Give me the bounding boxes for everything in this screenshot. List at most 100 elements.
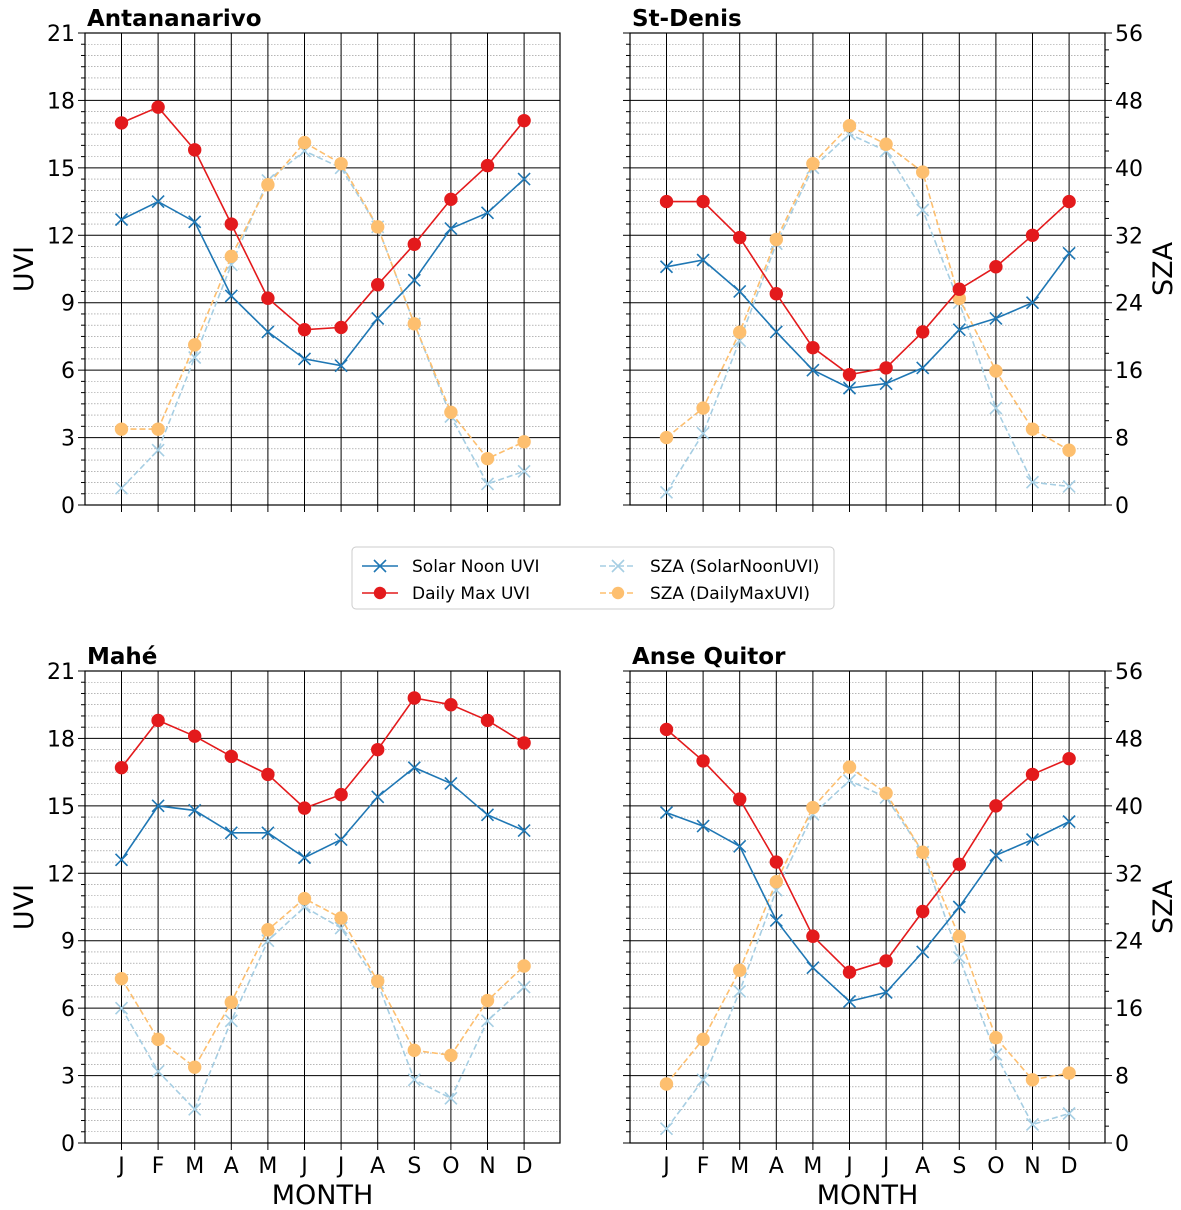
data-point: [517, 980, 531, 994]
data-point: [224, 289, 238, 303]
x-tick-label: A: [915, 1154, 930, 1179]
data-point: [879, 954, 893, 968]
data-point: [114, 971, 129, 986]
data-point: [371, 974, 385, 988]
data-point: [480, 477, 495, 491]
y-tick-label: 3: [61, 1065, 75, 1090]
data-point: [842, 119, 857, 133]
vertical-grid: [666, 671, 1070, 1143]
data-point: [806, 929, 820, 943]
x-tick-label: J: [881, 1154, 890, 1179]
data-point: [224, 749, 239, 764]
y2-tick-label: 24: [1115, 930, 1143, 955]
y2-tick-label: 48: [1115, 727, 1143, 752]
data-point: [407, 691, 421, 705]
x-tick-label: A: [370, 1154, 385, 1179]
y2-tick-label: 16: [1115, 997, 1143, 1022]
legend-marker: [611, 586, 625, 600]
data-point: [769, 875, 783, 889]
x-tick-label: F: [697, 1154, 710, 1179]
data-point: [1025, 1073, 1040, 1087]
data-point: [696, 754, 710, 768]
data-point: [842, 367, 857, 382]
series-line: [666, 200, 1070, 376]
legend: Solar Noon UVI Daily Max UVI SZA (SolarNoo…: [351, 546, 835, 610]
data-point: [769, 287, 783, 301]
series-daily-max-uvi: [659, 194, 1076, 382]
data-point: [989, 1047, 1003, 1062]
x-tick-label: M: [803, 1154, 822, 1179]
legend-entry: Daily Max UVI: [362, 584, 530, 604]
y2-tick-label: 56: [1115, 22, 1143, 47]
series-line: [120, 697, 525, 810]
data-point: [114, 760, 129, 775]
data-point: [659, 806, 674, 820]
data-point: [444, 1091, 458, 1105]
data-point: [114, 853, 129, 867]
series-sza-dailymaxuvi-: [114, 135, 531, 466]
x-tick-label: S: [407, 1154, 421, 1179]
data-point: [952, 323, 966, 337]
series-line: [120, 897, 525, 1069]
x-tick-label: J: [336, 1154, 345, 1179]
data-point: [806, 156, 820, 171]
tick-marks: [623, 32, 1070, 512]
x-axis-label: MONTH: [272, 1180, 374, 1210]
legend-marker: [611, 559, 625, 573]
x-axis-label: MONTH: [817, 1180, 919, 1210]
x-tick-label: M: [730, 1154, 749, 1179]
series-line: [665, 779, 1070, 1130]
tick-marks: [623, 670, 1070, 1150]
panel-title: Antananarivo: [87, 6, 262, 32]
y2-tick-label: 0: [1115, 1132, 1129, 1157]
y-tick-label: 15: [47, 795, 75, 820]
y2-tick-label: 56: [1115, 660, 1143, 685]
data-point: [334, 833, 348, 847]
data-point: [1062, 1106, 1076, 1121]
data-point: [261, 923, 275, 937]
data-point: [733, 792, 747, 806]
series-line: [666, 811, 1070, 1003]
series-daily-max-uvi: [659, 722, 1076, 979]
y-tick-label: 15: [47, 157, 75, 182]
data-point: [407, 761, 421, 775]
series-line: [120, 150, 525, 489]
data-point: [733, 839, 747, 853]
series-daily-max-uvi: [114, 691, 531, 815]
minor-grid: [85, 43, 560, 495]
data-point: [733, 984, 747, 998]
data-point: [480, 993, 495, 1008]
data-point: [806, 800, 820, 815]
data-point: [407, 317, 421, 331]
series-solar-noon-uvi: [659, 806, 1076, 1008]
data-point: [114, 422, 129, 436]
data-point: [989, 260, 1003, 274]
tick-marks: [78, 32, 525, 512]
data-point: [989, 311, 1003, 326]
data-point: [261, 325, 275, 339]
data-point: [480, 206, 495, 220]
data-point: [769, 855, 783, 869]
y-tick-label: 12: [47, 862, 75, 887]
data-point: [261, 178, 275, 192]
data-point: [879, 786, 893, 800]
data-point: [696, 401, 710, 415]
data-point: [480, 1014, 495, 1028]
data-point: [151, 1032, 165, 1047]
data-point: [371, 790, 385, 804]
data-point: [188, 215, 202, 229]
x-tick-label: M: [258, 1154, 277, 1179]
data-point: [989, 848, 1003, 862]
data-point: [517, 113, 531, 128]
y-tick-label: 21: [47, 22, 75, 47]
data-point: [188, 143, 202, 157]
y-tick-label: 9: [61, 292, 75, 317]
data-point: [224, 995, 239, 1009]
y2-tick-label: 8: [1115, 1065, 1129, 1090]
series-line: [665, 766, 1070, 1085]
data-point: [334, 320, 348, 335]
x-tick-label: O: [987, 1154, 1004, 1179]
data-point: [916, 165, 930, 179]
data-point: [297, 352, 312, 366]
data-point: [879, 985, 893, 999]
